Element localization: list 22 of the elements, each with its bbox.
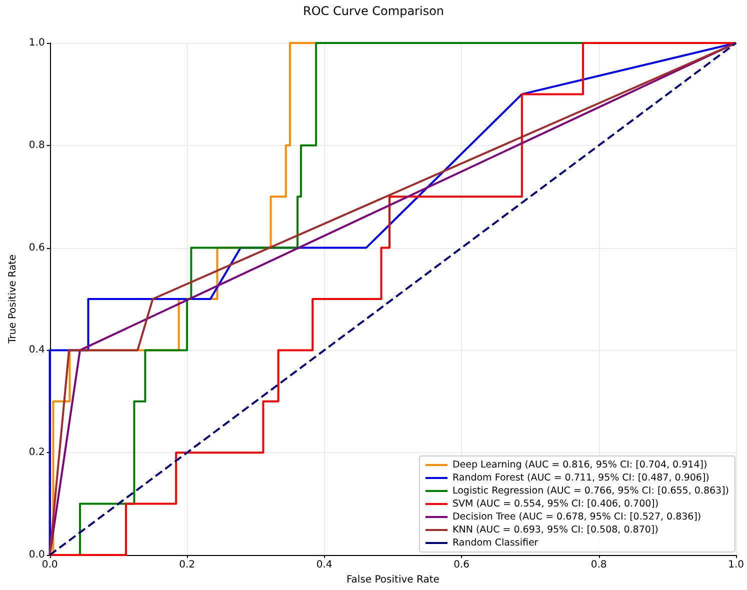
x-tick-label: 1.0 — [728, 560, 744, 570]
x-tick-label: 0.0 — [42, 560, 58, 570]
y-tick-label: 0.4 — [28, 344, 45, 356]
chart-title: ROC Curve Comparison — [302, 4, 444, 18]
y-tick-label: 0.6 — [28, 242, 45, 254]
legend-label: Deep Learning (AUC = 0.816, 95% CI: [0.704, 0.914]) — [452, 460, 708, 470]
x-tick-label: 0.4 — [316, 560, 332, 570]
x-tick-label: 0.6 — [454, 560, 470, 570]
x-tick-label: 0.2 — [179, 560, 196, 570]
y-tick-label: 0.2 — [28, 447, 45, 458]
legend-label: Random Forest (AUC = 0.711, 95% CI: [0.487, 0.906]) — [452, 472, 710, 484]
legend-label: SVM (AUC = 0.554, 95% CI: [0.406, 0.700]) — [452, 498, 659, 510]
legend-label: Decision Tree (AUC = 0.678, 95% CI: [0.527, 0.836]) — [452, 512, 702, 522]
legend-label: KNN (AUC = 0.693, 95% CI: [0.508, 0.870]) — [452, 524, 658, 536]
legend-label: Logistic Regression (AUC = 0.766, 95% CI: [0.655, 0.863]) — [452, 486, 730, 496]
y-axis-title: True Positive Rate — [8, 254, 18, 345]
y-tick-label: 0.8 — [28, 140, 45, 151]
x-tick-label: 0.8 — [590, 560, 607, 570]
y-tick-label: 0.0 — [28, 550, 45, 560]
y-tick-label: 1.0 — [28, 38, 45, 48]
x-axis-title: False Positive Rate — [346, 574, 440, 586]
legend-label: Random Classifier — [452, 538, 538, 548]
